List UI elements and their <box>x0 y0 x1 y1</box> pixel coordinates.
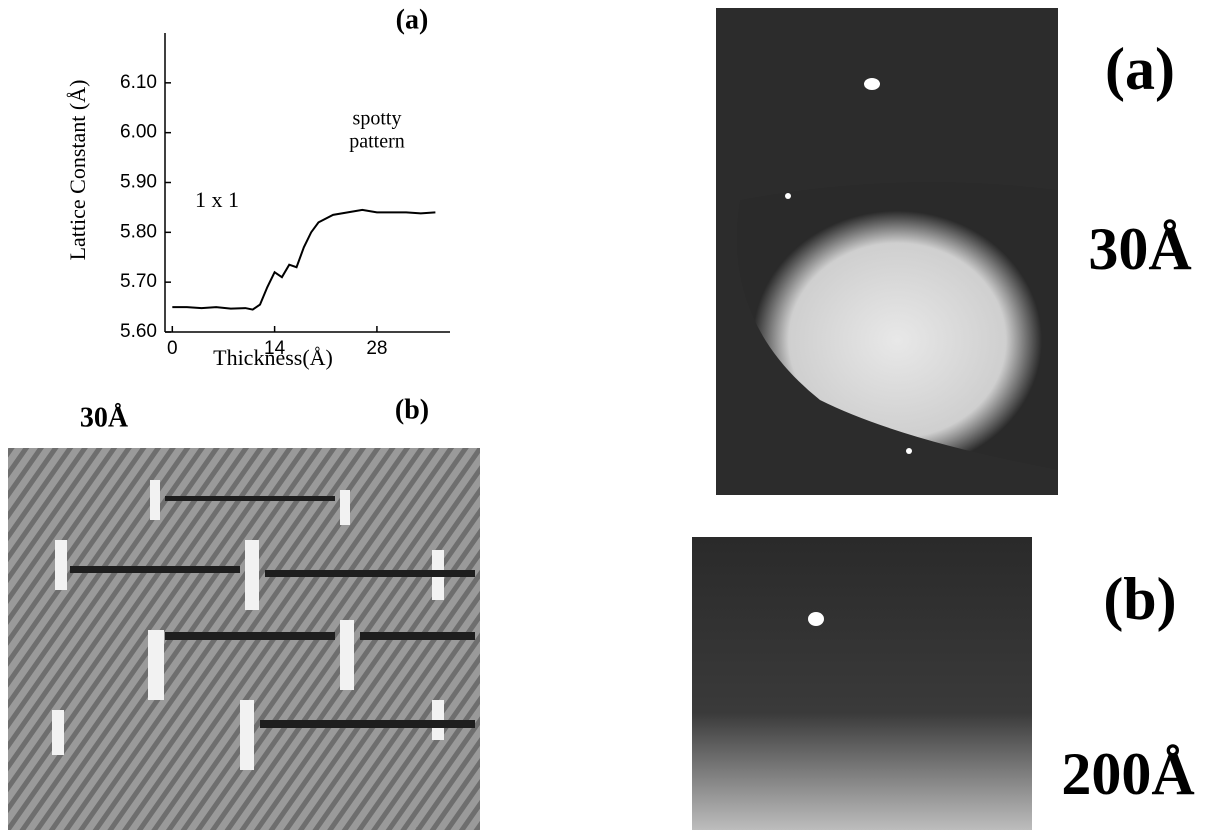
annotation: spotty <box>353 108 402 130</box>
y-tick-label: 6.00 <box>120 122 157 143</box>
x-tick-label: 0 <box>167 338 178 359</box>
panel-label: (b) <box>1103 566 1176 632</box>
y-tick-label: 5.80 <box>120 221 157 242</box>
y-tick-label: 5.70 <box>120 271 157 292</box>
right-image-a <box>716 8 1058 495</box>
x-tick-label: 14 <box>264 338 286 359</box>
panel-label: (b) <box>395 394 429 425</box>
y-tick-label: 5.90 <box>120 172 157 193</box>
panel-thickness: 200Å <box>1061 741 1194 807</box>
annotation: 1 x 1 <box>195 187 239 212</box>
x-tick-label: 28 <box>366 338 387 359</box>
data-line <box>172 210 435 310</box>
y-axis-label: Lattice Constant (Å) <box>65 80 90 261</box>
y-tick-label: 5.60 <box>120 321 157 342</box>
panel-thickness: 30Å <box>80 402 129 433</box>
annotation: pattern <box>349 131 405 153</box>
chart-title: (a) <box>396 4 429 35</box>
left-image <box>8 448 480 830</box>
panel-thickness: 30Å <box>1088 216 1191 282</box>
y-tick-label: 6.10 <box>120 72 157 93</box>
plot: (a) Thickness(Å) Lattice Constant (Å) sp… <box>65 4 450 370</box>
right-image-b <box>692 537 1032 830</box>
body: (a) Thickness(Å) Lattice Constant (Å) sp… <box>0 0 1223 835</box>
panel-label: (a) <box>1105 36 1175 102</box>
page: {"chart_data": {"type": "line", "title":… <box>0 0 1223 835</box>
figure: (a) Thickness(Å) Lattice Constant (Å) sp… <box>0 0 1223 830</box>
